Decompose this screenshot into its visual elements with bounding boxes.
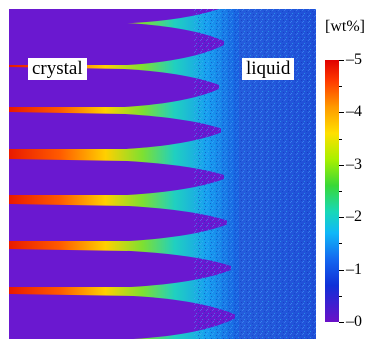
colorbar	[325, 60, 339, 322]
colorbar-minor-tick	[339, 86, 342, 87]
crystal-finger	[9, 9, 219, 23]
colorbar-major-tick	[339, 270, 344, 271]
colorbar-major-tick	[339, 60, 344, 61]
colorbar-tick-label: –5	[346, 51, 362, 68]
colorbar-tick-label: –2	[346, 208, 362, 225]
colorbar-tick-label: –3	[346, 156, 362, 173]
colorbar-tick-label: –4	[346, 103, 362, 120]
crystal-finger	[9, 159, 224, 195]
crystal-finger	[9, 112, 221, 149]
crystal-finger	[9, 294, 235, 339]
colorbar-minor-tick	[339, 243, 342, 244]
colorbar-minor-tick	[339, 296, 342, 297]
crystal-finger	[9, 204, 227, 241]
crystal-label: crystal	[28, 58, 87, 80]
crystal-finger	[9, 21, 224, 65]
colorbar-major-tick	[339, 112, 344, 113]
colorbar-major-tick	[339, 165, 344, 166]
colorbar-minor-tick	[339, 191, 342, 192]
colorbar-minor-tick	[339, 139, 342, 140]
crystal-finger	[9, 249, 231, 287]
colorbar-major-tick	[339, 322, 344, 323]
colorbar-tick-label: –1	[346, 261, 362, 278]
liquid-label: liquid	[242, 58, 295, 80]
colorbar-major-tick	[339, 217, 344, 218]
colorbar-tick-label: –0	[346, 313, 362, 330]
colorbar-unit-label: [wt%]	[325, 18, 365, 35]
